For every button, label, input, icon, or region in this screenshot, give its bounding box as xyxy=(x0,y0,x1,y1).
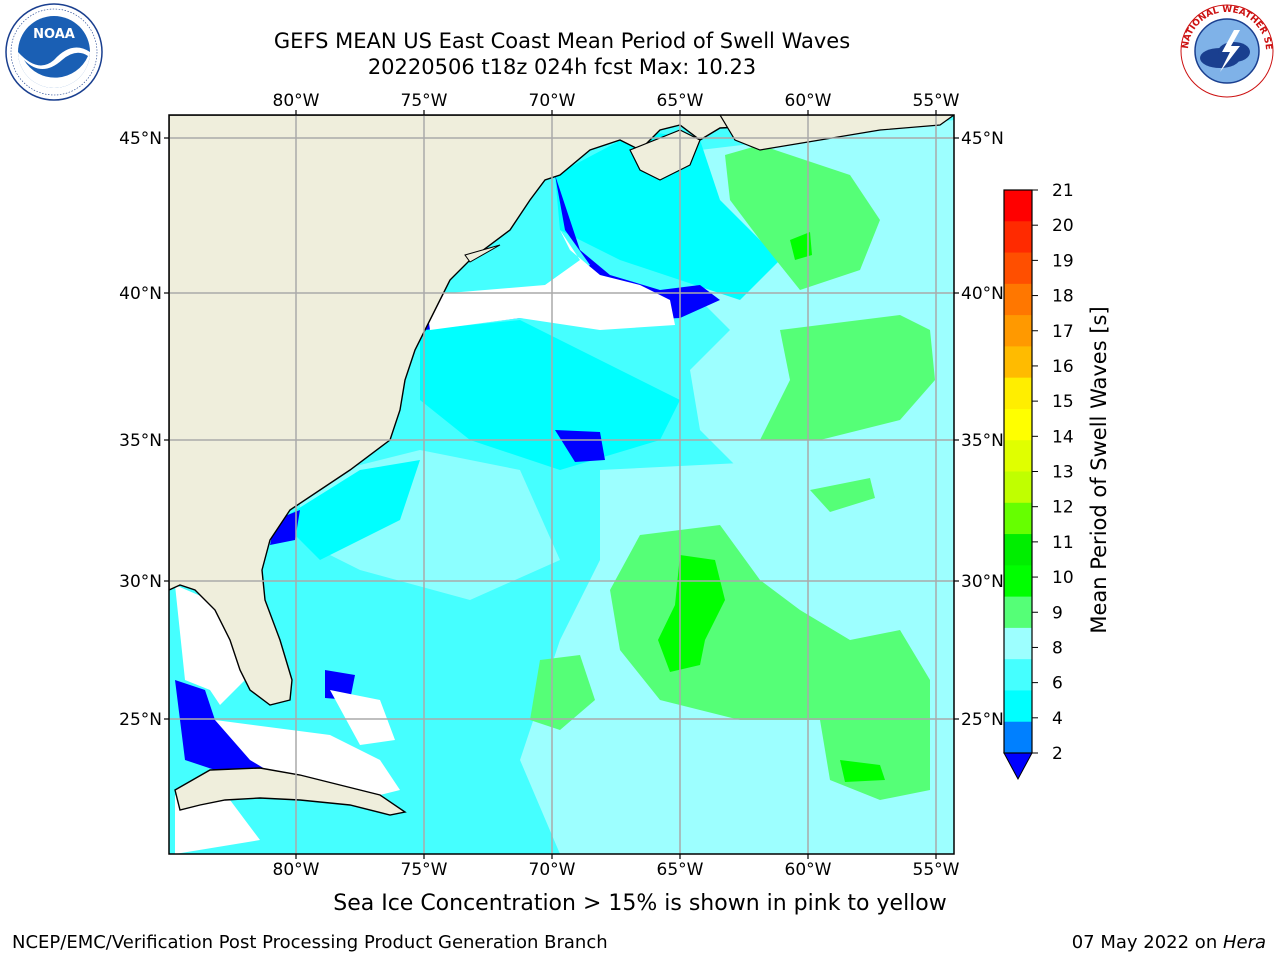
lat-labels-right: 45°N 40°N 35°N 30°N 25°N xyxy=(961,129,1004,730)
colorbar-segment xyxy=(1004,408,1032,441)
lon-label-bottom: 65°W xyxy=(657,860,704,880)
lon-label-bottom: 60°W xyxy=(785,860,832,880)
colorbar-segment xyxy=(1004,565,1032,598)
lat-label-right: 25°N xyxy=(961,710,1004,730)
colorbar-segment xyxy=(1004,440,1032,472)
colorbar-tick-label: 21 xyxy=(1052,181,1074,201)
colorbar: 21 20 19 18 17 16 15 14 13 12 11 10 9 8 6 4 2 xyxy=(1003,181,1074,781)
zone-10-11-north xyxy=(790,232,812,260)
colorbar-tick-label: 12 xyxy=(1052,498,1074,518)
zone-4-6-carolina xyxy=(280,460,420,560)
colorbar-segment xyxy=(1004,377,1032,410)
noaa-logo: NOAA xyxy=(5,3,103,101)
colorbar-tick-label: 16 xyxy=(1052,357,1074,377)
colorbar-tick-label: 18 xyxy=(1052,287,1074,307)
colorbar-tick-label: 8 xyxy=(1052,638,1063,658)
colorbar-segment xyxy=(1004,315,1032,347)
nodata-caribbean xyxy=(175,795,260,854)
colorbar-segment xyxy=(1004,252,1032,285)
land-cuba xyxy=(174,767,407,816)
footer-right: 07 May 2022 on Hera xyxy=(1071,932,1266,953)
colorbar-tick-label: 13 xyxy=(1052,463,1074,483)
lon-label-top: 70°W xyxy=(529,91,576,111)
zone-4-6-gulf-maine xyxy=(555,130,780,300)
colorbar-tick-label: 10 xyxy=(1052,568,1074,588)
colorbar-segment xyxy=(1004,346,1032,379)
zone-lt4-coast xyxy=(270,510,300,545)
colorbar-tick-label: 20 xyxy=(1052,216,1074,236)
colorbar-tick-label: 15 xyxy=(1052,392,1074,412)
zone-lt4-patch xyxy=(555,430,605,462)
colorbar-segment xyxy=(1004,534,1032,566)
lon-label-bottom: 75°W xyxy=(401,860,448,880)
zone-10-11-se xyxy=(840,760,885,782)
nodata-bahamas xyxy=(330,690,395,745)
sea-ice-note: Sea Ice Concentration > 15% is shown in … xyxy=(333,891,947,916)
graticule xyxy=(169,115,954,854)
colorbar-segment xyxy=(1004,221,1032,254)
colorbar-segment xyxy=(1004,659,1032,691)
lon-label-top: 65°W xyxy=(657,91,704,111)
noaa-logo-text: NOAA xyxy=(33,27,75,42)
lon-label-bottom: 55°W xyxy=(913,860,960,880)
nodata-gulf xyxy=(175,585,245,705)
lat-label-right: 35°N xyxy=(961,431,1004,451)
zone-4-6-central xyxy=(420,320,680,470)
colorbar-segment xyxy=(1004,502,1032,535)
chart-title: GEFS MEAN US East Coast Mean Period of S… xyxy=(273,29,851,53)
colorbar-segment xyxy=(1004,471,1032,504)
colorbar-tick-label: 19 xyxy=(1052,251,1074,271)
colorbar-segment xyxy=(1004,627,1032,660)
colorbar-segment xyxy=(1004,690,1032,723)
land-long-island xyxy=(464,244,501,263)
zone-9-10-bahamas xyxy=(530,655,595,730)
lon-labels-bottom: 80°W 75°W 70°W 65°W 60°W 55°W xyxy=(273,860,960,880)
swell-period-map: 80°W 75°W 70°W 65°W 60°W 55°W 80°W 75°W 70°W 65°… xyxy=(119,91,1111,880)
lon-label-bottom: 80°W xyxy=(273,860,320,880)
nodata-shelf xyxy=(425,230,675,330)
footer-left: NCEP/EMC/Verification Post Processing Pr… xyxy=(12,932,608,953)
zone-10-11-core xyxy=(658,555,725,672)
map-field xyxy=(169,115,954,854)
colorbar-tick-label: 6 xyxy=(1052,674,1063,694)
colorbar-tick-label: 2 xyxy=(1052,744,1063,764)
map-frame xyxy=(168,114,955,855)
nws-logo: NATIONAL WEATHER SERVICE xyxy=(1176,2,1274,98)
lat-label-left: 45°N xyxy=(119,129,162,149)
colorbar-tick-label: 11 xyxy=(1052,533,1074,553)
lat-label-left: 25°N xyxy=(119,710,162,730)
zone-9-10-small xyxy=(810,478,875,512)
colorbar-segment xyxy=(1004,190,1032,222)
nodata-cuba-shelf xyxy=(215,720,400,800)
land-newfoundland xyxy=(719,115,954,151)
lon-label-top: 60°W xyxy=(785,91,832,111)
colorbar-segment xyxy=(1004,283,1032,316)
lat-label-right: 45°N xyxy=(961,129,1004,149)
zone-9-10-nova-scotia xyxy=(725,145,880,290)
land-north-america xyxy=(169,115,801,706)
colorbar-label: Mean Period of Swell Waves [s] xyxy=(1087,306,1111,633)
lon-label-top: 55°W xyxy=(913,91,960,111)
lon-label-top: 75°W xyxy=(401,91,448,111)
chart-subtitle: 20220506 t18z 024h fcst Max: 10.23 xyxy=(367,55,757,79)
colorbar-tick-label: 9 xyxy=(1052,603,1063,623)
lat-labels-left: 45°N 40°N 35°N 30°N 25°N xyxy=(119,129,162,730)
lon-labels-top: 80°W 75°W 70°W 65°W 60°W 55°W xyxy=(273,91,960,111)
lon-label-bottom: 70°W xyxy=(529,860,576,880)
lat-label-left: 40°N xyxy=(119,284,162,304)
colorbar-under-arrow xyxy=(1003,752,1033,781)
colorbar-segment xyxy=(1004,721,1032,754)
lat-label-left: 35°N xyxy=(119,431,162,451)
colorbar-tick-label: 4 xyxy=(1052,709,1063,729)
lat-label-left: 30°N xyxy=(119,572,162,592)
lat-label-right: 30°N xyxy=(961,572,1004,592)
footer-machine: Hera xyxy=(1222,932,1266,953)
lat-label-right: 40°N xyxy=(961,284,1004,304)
lon-label-top: 80°W xyxy=(273,91,320,111)
colorbar-segment xyxy=(1004,596,1032,629)
colorbar-tick-label: 14 xyxy=(1052,427,1074,447)
colorbar-tick-label: 17 xyxy=(1052,322,1074,342)
zone-9-10-east xyxy=(760,315,935,440)
